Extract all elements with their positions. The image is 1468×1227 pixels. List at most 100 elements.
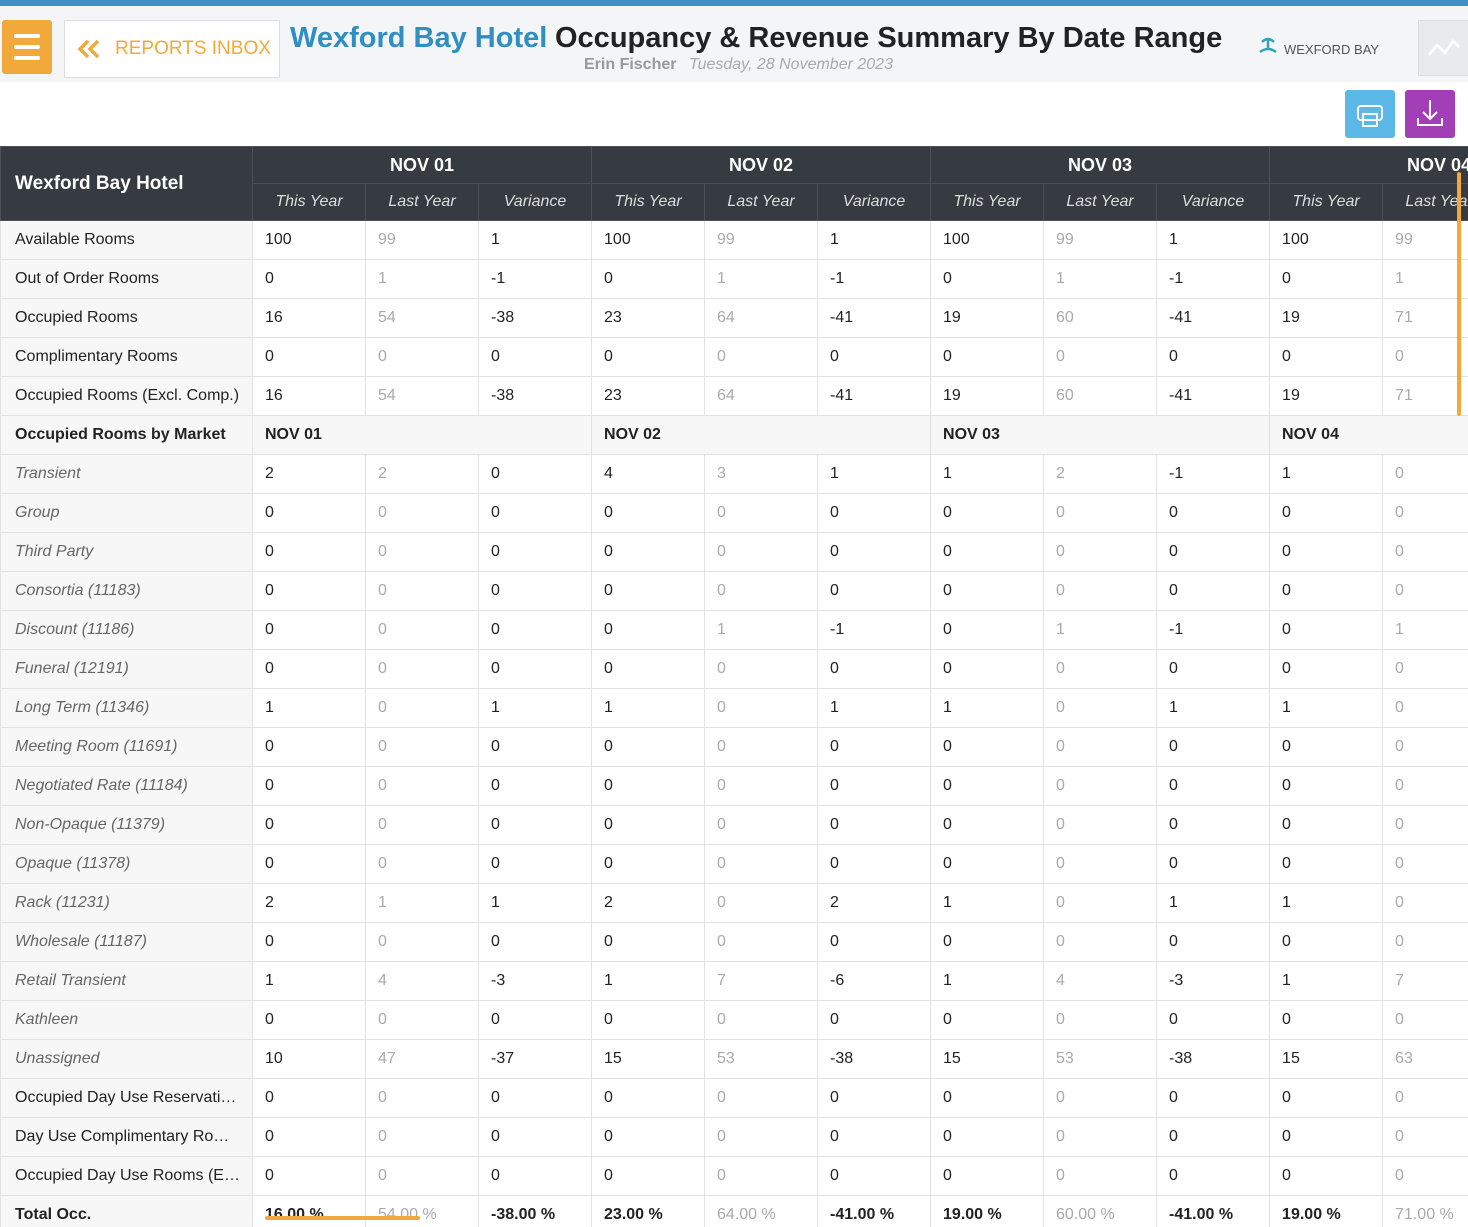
row-label: Retail Transient	[0, 961, 253, 1001]
cell: 0	[1156, 1000, 1271, 1040]
cell: 0	[477, 337, 593, 377]
cell: 0	[1043, 844, 1158, 884]
chart-button[interactable]	[1418, 20, 1468, 76]
cell: 64	[704, 298, 819, 338]
cell: 0	[477, 1000, 593, 1040]
data-row: Transient 2 2 0 4 3 1 1 2 -1 1 0	[0, 454, 1468, 494]
cell: 0	[930, 337, 1045, 377]
cell: 71.00 %	[1382, 1195, 1468, 1227]
cell: 0	[1043, 649, 1158, 689]
cell: -1	[817, 259, 932, 299]
cell: 0	[252, 844, 366, 884]
row-label: Wholesale (11187)	[0, 922, 253, 962]
cell: 16.00 %	[252, 1195, 366, 1227]
cell: 0	[477, 922, 593, 962]
header: REPORTS INBOX Wexford Bay Hotel Occupanc…	[0, 6, 1468, 82]
cell: 0	[1269, 727, 1384, 767]
data-row: Total Occ. 16.00 % 54.00 % -38.00 % 23.00 % 6…	[0, 1195, 1468, 1227]
data-row: Discount (11186) 0 0 0 0 1 -1 0 1 -1 0 1	[0, 610, 1468, 650]
cell: 0	[1269, 1000, 1384, 1040]
column-header: Last Year	[704, 183, 819, 221]
data-row: Meeting Room (11691) 0 0 0 0 0 0 0 0 0 0 0	[0, 727, 1468, 767]
cell: 0	[1156, 649, 1271, 689]
cell: 15	[930, 1039, 1045, 1079]
section-date: NOV 03	[930, 415, 1271, 455]
cell: 0	[1043, 766, 1158, 806]
cell: -41	[1156, 376, 1271, 416]
cell: 1	[477, 883, 593, 923]
cell: 19	[1269, 298, 1384, 338]
cell: 0	[704, 844, 819, 884]
cell: 0	[591, 1117, 706, 1157]
data-row: Long Term (11346) 1 0 1 1 0 1 1 0 1 1 0	[0, 688, 1468, 728]
cell: 0	[477, 727, 593, 767]
data-row: Day Use Complimentary Ro… 0 0 0 0 0 0 0 0 0 0 0	[0, 1117, 1468, 1157]
cell: 0	[1269, 532, 1384, 572]
cell: 0	[365, 571, 479, 611]
cell: 0	[930, 1156, 1045, 1196]
cell: 0	[704, 1117, 819, 1157]
cell: 2	[1043, 454, 1158, 494]
cell: 16	[252, 298, 366, 338]
data-row: Consortia (11183) 0 0 0 0 0 0 0 0 0 0 0	[0, 571, 1468, 611]
logo-icon	[1259, 37, 1277, 54]
data-row: Third Party 0 0 0 0 0 0 0 0 0 0 0	[0, 532, 1468, 572]
cell: 0	[1269, 571, 1384, 611]
cell: 99	[1043, 220, 1158, 260]
cell: 0	[1043, 532, 1158, 572]
cell: 71	[1382, 298, 1468, 338]
cell: -6	[817, 961, 932, 1001]
cell: 0	[1269, 1078, 1384, 1118]
scrollbar[interactable]	[1457, 172, 1461, 416]
cell: 15	[1269, 1039, 1384, 1079]
cell: 0	[1156, 571, 1271, 611]
cell: 100	[1269, 220, 1384, 260]
cell: 0	[704, 1078, 819, 1118]
cell: 0	[365, 1117, 479, 1157]
row-label: Third Party	[0, 532, 253, 572]
cell: 0	[1043, 1078, 1158, 1118]
back-button[interactable]: REPORTS INBOX	[64, 20, 280, 78]
cell: 53	[1043, 1039, 1158, 1079]
cell: 0	[1382, 883, 1468, 923]
cell: 0	[477, 1078, 593, 1118]
cell: 0	[365, 337, 479, 377]
cell: 0	[365, 922, 479, 962]
data-row: Negotiated Rate (11184) 0 0 0 0 0 0 0 0 0 0 0	[0, 766, 1468, 806]
cell: 0	[704, 532, 819, 572]
column-header: This Year	[252, 183, 366, 221]
cell: 0	[930, 805, 1045, 845]
cell: 0	[930, 259, 1045, 299]
data-row: Occupied Day Use Reservati… 0 0 0 0 0 0 0 0 0 0 0	[0, 1078, 1468, 1118]
corner: Wexford Bay Hotel	[0, 146, 253, 221]
cell: 0	[1382, 532, 1468, 572]
cell: 0	[1382, 805, 1468, 845]
cell: 0	[365, 805, 479, 845]
cell: 99	[704, 220, 819, 260]
cell: 0	[252, 571, 366, 611]
cell: 4	[365, 961, 479, 1001]
download-button[interactable]	[1405, 90, 1455, 138]
print-icon	[1357, 105, 1383, 127]
cell: 4	[591, 454, 706, 494]
cell: 1	[817, 688, 932, 728]
section-date: NOV 01	[251, 415, 593, 455]
cell: 7	[1382, 961, 1468, 1001]
cell: 0	[252, 493, 366, 533]
column-header: This Year	[1269, 183, 1384, 221]
column-header: Last Year	[365, 183, 479, 221]
cell: 4	[1043, 961, 1158, 1001]
cell: 0	[704, 883, 819, 923]
row-label: Opaque (11378)	[0, 844, 253, 884]
menu-button[interactable]	[2, 20, 52, 74]
cell: 0	[1382, 337, 1468, 377]
cell: 1	[704, 259, 819, 299]
cell: 0	[1269, 805, 1384, 845]
cell: 0	[1269, 766, 1384, 806]
cell: 0	[1156, 337, 1271, 377]
cell: 0	[1382, 649, 1468, 689]
cell: 60.00 %	[1043, 1195, 1158, 1227]
cell: 0	[1269, 844, 1384, 884]
cell: 0	[1269, 1156, 1384, 1196]
print-button[interactable]	[1345, 90, 1395, 138]
